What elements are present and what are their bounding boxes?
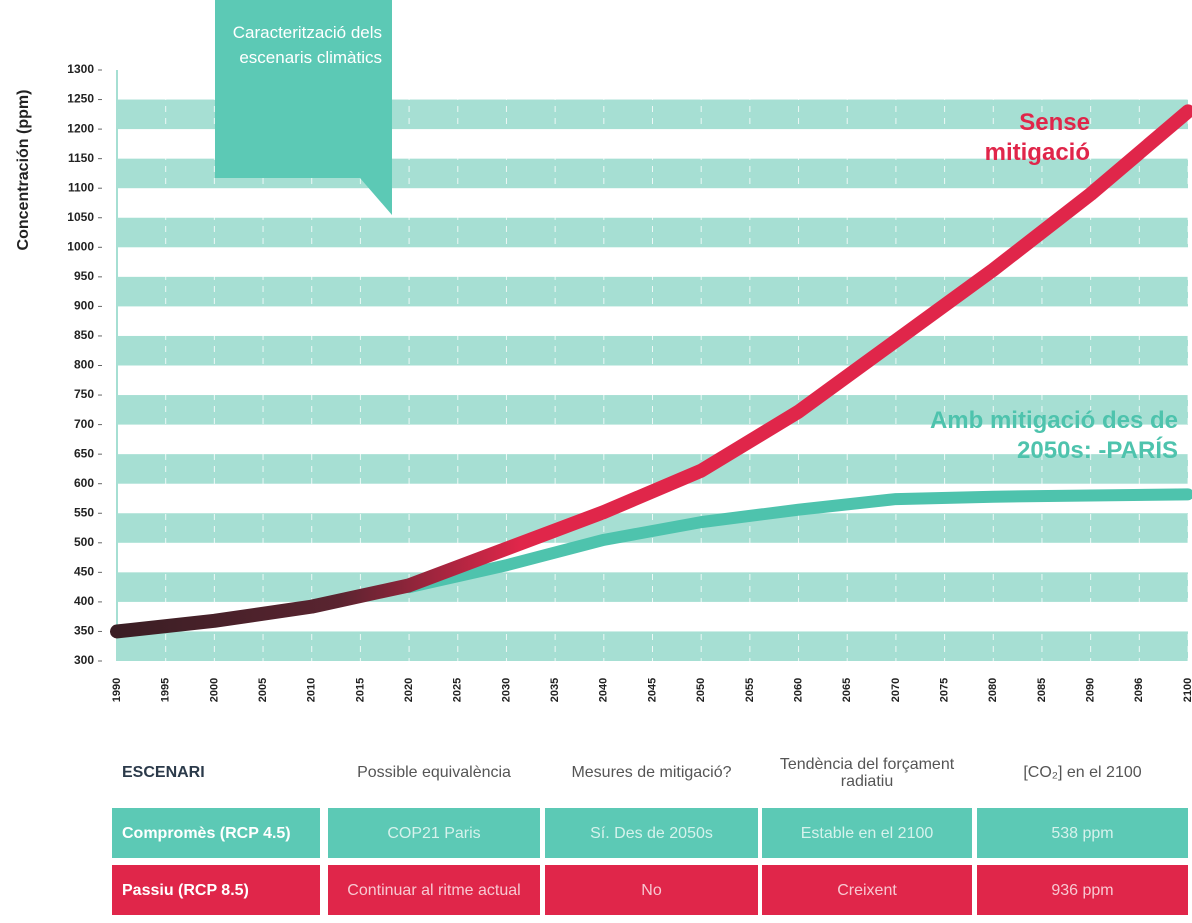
x-tick-label: 2015 [354, 678, 366, 702]
y-tick-label: 500 [74, 535, 94, 549]
x-tick-label: 2045 [646, 678, 658, 702]
x-tick-label: 1990 [111, 678, 123, 702]
table-header: ESCENARI [122, 764, 205, 781]
x-tick-label: 2000 [208, 678, 220, 702]
y-tick-label: 1000 [67, 239, 94, 253]
series-line [110, 104, 1192, 639]
table-cell: COP21 Paris [328, 808, 540, 858]
series-label: Sense mitigació [984, 109, 1090, 166]
x-tick-label: 2035 [549, 678, 561, 702]
table-cell: Creixent [762, 865, 972, 915]
y-tick-label: 600 [74, 476, 94, 490]
x-tick-label: 2096 [1133, 678, 1145, 702]
table-cell: 936 ppm [977, 865, 1188, 915]
x-tick-label: 2010 [306, 678, 318, 702]
table-cell: Estable en el 2100 [762, 808, 972, 858]
table-cell: Sí. Des de 2050s [545, 808, 758, 858]
table-header: Mesures de mitigació? [571, 764, 732, 781]
x-tick-label: 2075 [938, 678, 950, 702]
y-tick-label: 1100 [68, 180, 94, 194]
table-cell: Continuar al ritme actual [328, 865, 540, 915]
x-tick-label: 2090 [1085, 678, 1097, 702]
y-axis-label: Concentración (ppm) [15, 90, 32, 251]
x-tick-label: 2080 [987, 678, 999, 702]
y-tick-label: 350 [74, 624, 94, 638]
y-tick-label: 1300 [67, 62, 94, 76]
x-tick-label: 2055 [744, 678, 756, 702]
x-tick-label: 2050 [695, 678, 707, 702]
x-tick-label: 2020 [403, 678, 415, 702]
table-cell: Compromès (RCP 4.5) [122, 808, 292, 858]
x-tick-label: 2100 [1182, 678, 1192, 702]
y-tick-label: 650 [74, 446, 94, 460]
table-header: Possible equivalència [357, 764, 511, 781]
callout-text: Caracterització dels escenaris climàtics [232, 23, 382, 67]
x-tick-label: 2040 [598, 678, 610, 702]
x-tick-label: 1995 [160, 678, 172, 702]
y-tick-label: 1250 [67, 92, 94, 106]
series-label: Amb mitigació des de 2050s: -PARÍS [929, 407, 1178, 464]
table-cell: Passiu (RCP 8.5) [122, 865, 292, 915]
x-tick-label: 2070 [890, 678, 902, 702]
table-header: [CO₂] en el 2100 [1023, 764, 1142, 781]
table-cell: No [545, 865, 758, 915]
x-tick-label: 2005 [257, 678, 269, 702]
series-line [403, 488, 1192, 594]
callout-box [215, 0, 392, 178]
y-tick-label: 300 [74, 653, 94, 667]
y-tick-label: 550 [74, 505, 94, 519]
table-cell: 538 ppm [977, 808, 1188, 858]
y-tick-label: 450 [74, 565, 94, 579]
y-tick-label: 750 [74, 387, 94, 401]
y-tick-label: 400 [74, 594, 94, 608]
y-tick-label: 700 [74, 417, 94, 431]
x-tick-label: 2065 [841, 678, 853, 702]
y-tick-label: 1200 [67, 121, 94, 135]
x-tick-label: 2085 [1036, 678, 1048, 702]
y-tick-label: 1150 [68, 151, 94, 165]
x-tick-label: 2030 [500, 678, 512, 702]
x-tick-label: 2060 [792, 678, 804, 702]
y-tick-label: 950 [74, 269, 94, 283]
callout-tail [360, 178, 392, 215]
y-tick-label: 850 [74, 328, 94, 342]
table-header: Tendència del forçament radiatiu [779, 755, 955, 790]
x-tick-label: 2025 [452, 678, 464, 702]
y-tick-label: 800 [74, 358, 94, 372]
y-tick-label: 1050 [67, 210, 94, 224]
y-tick-label: 900 [74, 299, 94, 313]
